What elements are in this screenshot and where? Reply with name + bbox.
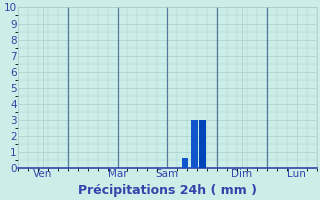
X-axis label: Précipitations 24h ( mm ): Précipitations 24h ( mm ) — [78, 184, 257, 197]
Bar — [191, 120, 198, 168]
Bar — [199, 120, 205, 168]
Bar — [182, 158, 188, 168]
